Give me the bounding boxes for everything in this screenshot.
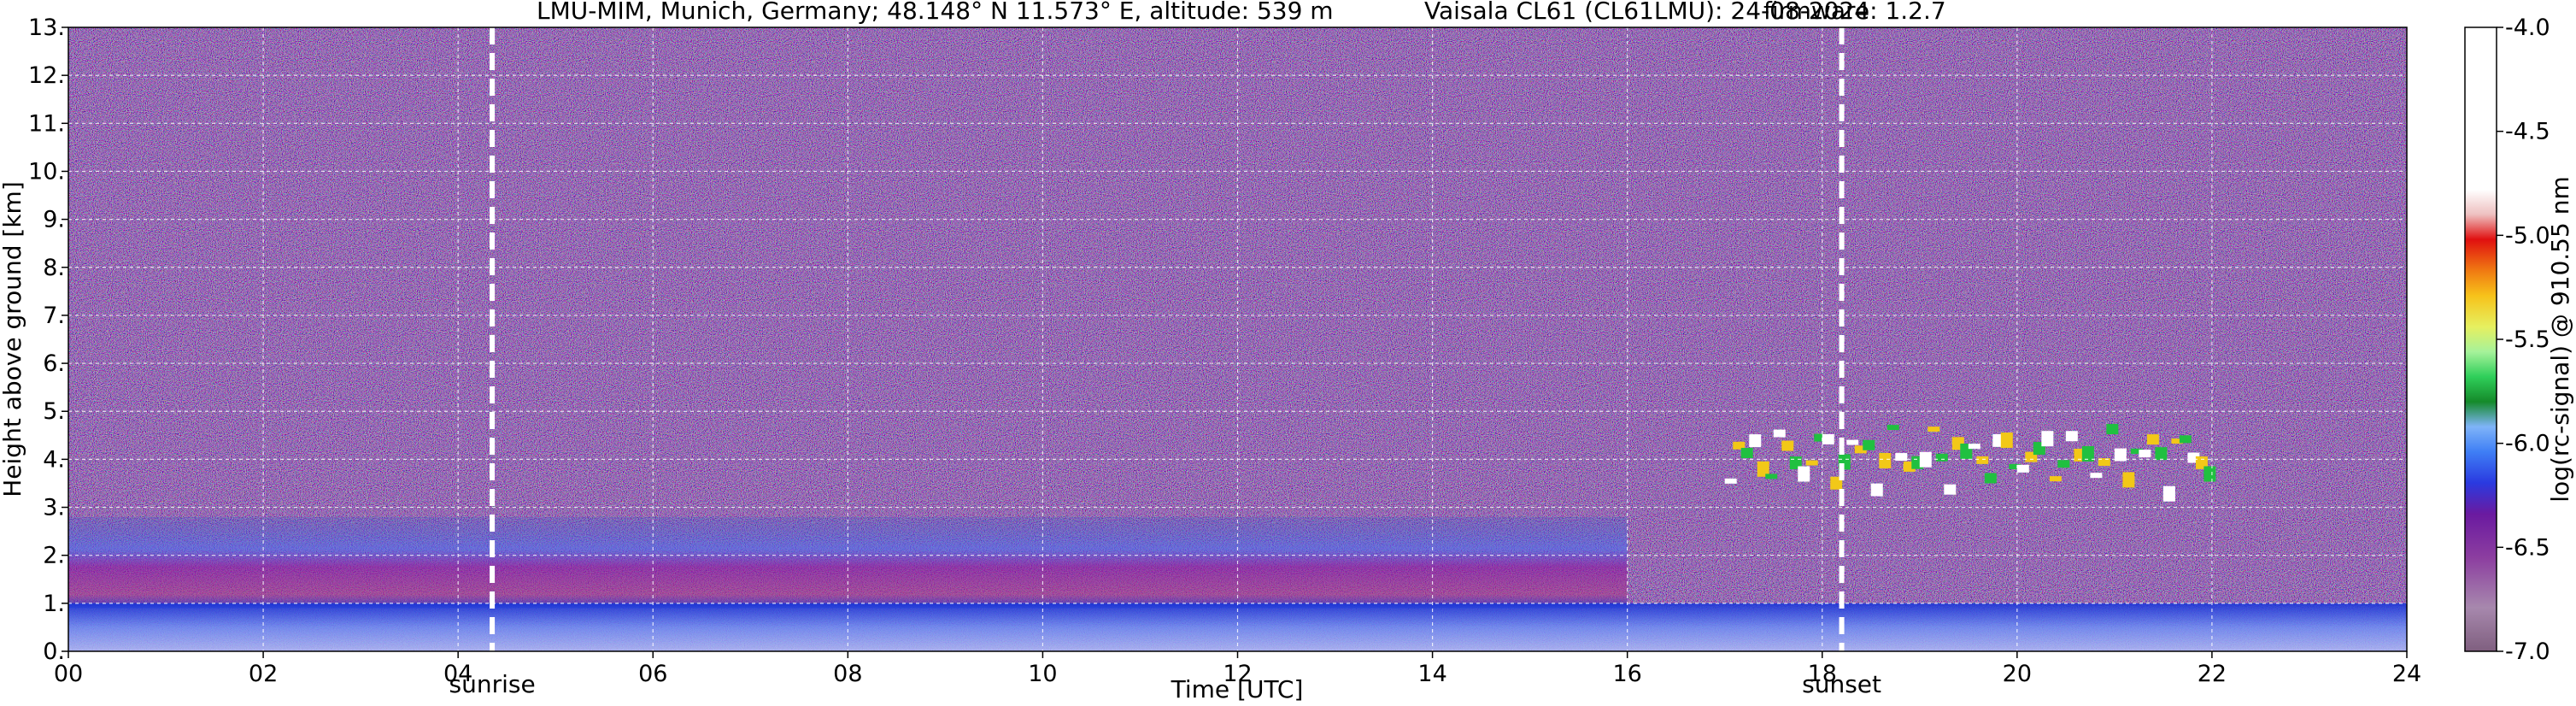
y-axis-label: Height above ground [km] [0,181,26,497]
x-tick-label: 18 [1808,661,1837,687]
x-axis: 00 02 04 06 08 10 12 14 16 18 20 22 24 [54,651,2421,687]
sun-markers: sunrise sunset [449,27,1881,698]
y-tick-label: 0. [43,638,65,665]
colorbar-label: log(rc-signal) @ 910.55 nm [2546,176,2574,502]
colorbar-tick-label: -5.5 [2505,327,2550,353]
cloud-pixel [2114,448,2127,462]
cloud-pixel [2057,460,2070,468]
cloud-pixel [2065,431,2078,442]
y-tick-label: 5. [43,398,65,425]
x-tick-label: 06 [638,661,667,687]
x-tick-label: 04 [443,661,472,687]
cloud-pixel [2195,456,2208,469]
heatmap-plot-area [68,27,2407,651]
colorbar-tick-label: -6.0 [2505,431,2550,457]
cloud-pixel [2146,434,2159,445]
cloud-pixel [2203,466,2216,482]
cloud-pixel [2106,424,2119,435]
cloud-pixel [2155,447,2168,461]
cloud-layer [1724,424,2216,502]
x-tick-label: 12 [1223,661,1252,687]
cloud-pixel [2016,464,2029,473]
cloud-pixel [1740,447,1753,458]
y-tick-label: 3. [43,495,65,521]
cloud-pixel [1724,478,1737,484]
cloud-pixel [1944,484,1957,495]
cloud-pixel [1919,451,1932,468]
cloud-pixel [1798,466,1810,482]
y-tick-label: 4. [43,446,65,473]
cloud-pixel [2122,472,2135,488]
x-axis-label: Time [UTC] [1171,675,1304,703]
cloud-pixel [2098,458,2110,467]
y-tick-label: 9. [43,207,65,233]
y-axis: 0. 1. 2. 3. 4. 5. 6. 7. 8. 9. 10. 11. 12. 13. [28,15,68,665]
chart-title-firmware: firmware: 1.2.7 [1763,0,1946,25]
cloud-pixel [1846,439,1859,445]
cloud-pixel [1822,433,1834,444]
cloud-pixel [2179,435,2192,444]
cloud-pixel [2130,448,2143,454]
cloud-pixel [1895,453,1908,462]
x-tick-label: 22 [2198,661,2227,687]
cloud-pixel [1757,461,1769,477]
cloud-pixel [1870,483,1883,497]
y-tick-label: 7. [43,303,65,329]
chart-title-site: LMU-MIM, Munich, Germany; 48.148° N 11.5… [537,0,1334,25]
cloud-pixel [2000,432,2013,449]
y-tick-label: 10. [28,158,65,185]
cloud-pixel [1984,473,1997,484]
cloud-pixel [1749,434,1762,448]
cloud-pixel [2041,431,2054,447]
colorbar-tick-label: -6.5 [2505,534,2550,561]
cloud-pixel [2139,450,2151,458]
cloud-pixel [1765,474,1778,479]
cloud-pixel [1805,460,1818,466]
sunrise-label: sunrise [449,670,535,698]
cloud-pixel [1879,452,1892,468]
colorbar-tick-label: -7.0 [2505,638,2550,665]
x-tick-label: 14 [1417,661,1446,687]
cloud-pixel [1781,440,1794,451]
cloud-pixel [1863,439,1875,450]
cloud-pixel [2009,463,2021,469]
chart-title-instrument: Vaisala CL61 (CL61LMU): 24-08-2024 [1424,0,1869,25]
sunset-label: sunset [1802,670,1881,698]
cloud-pixel [1935,453,1948,462]
cloud-pixel [1928,427,1940,432]
colorbar: -7.0 -6.5 -6.0 -5.5 -5.0 -4.5 -4.0 log(rc-sign… [2464,15,2574,665]
y-tick-label: 8. [43,255,65,281]
plot-grid [68,27,2407,651]
cloud-pixel [2162,485,2175,502]
cloud-pixel [1733,441,1746,450]
cloud-pixel [2049,476,2062,482]
colorbar-tick-label: -5.0 [2505,222,2550,249]
cloud-pixel [1968,444,1980,450]
cloud-pixel [1887,425,1899,431]
x-tick-label: 08 [833,661,862,687]
cloud-pixel [1814,433,1827,442]
colorbar-tick-label: -4.5 [2505,119,2550,145]
cloud-pixel [2081,445,2094,462]
y-tick-label: 11. [28,110,65,137]
colorbar-gradient [2464,26,2497,652]
colorbar-tick-label: -4.0 [2505,15,2550,41]
x-tick-label: 16 [1612,661,1641,687]
x-tick-label: 02 [249,661,278,687]
y-tick-label: 12. [28,62,65,89]
cloud-pixel [1773,429,1786,438]
y-tick-label: 13. [28,15,65,41]
x-tick-label: 20 [2003,661,2032,687]
x-tick-label: 00 [54,661,83,687]
y-tick-label: 1. [43,591,65,617]
cloud-pixel [2171,438,2184,444]
cloud-pixel [2090,473,2103,479]
y-tick-label: 2. [43,543,65,569]
y-tick-label: 6. [43,350,65,377]
x-tick-label: 10 [1028,661,1057,687]
cloud-pixel [1854,445,1867,454]
x-tick-label: 24 [2392,661,2421,687]
cloud-pixel [1976,456,1989,464]
